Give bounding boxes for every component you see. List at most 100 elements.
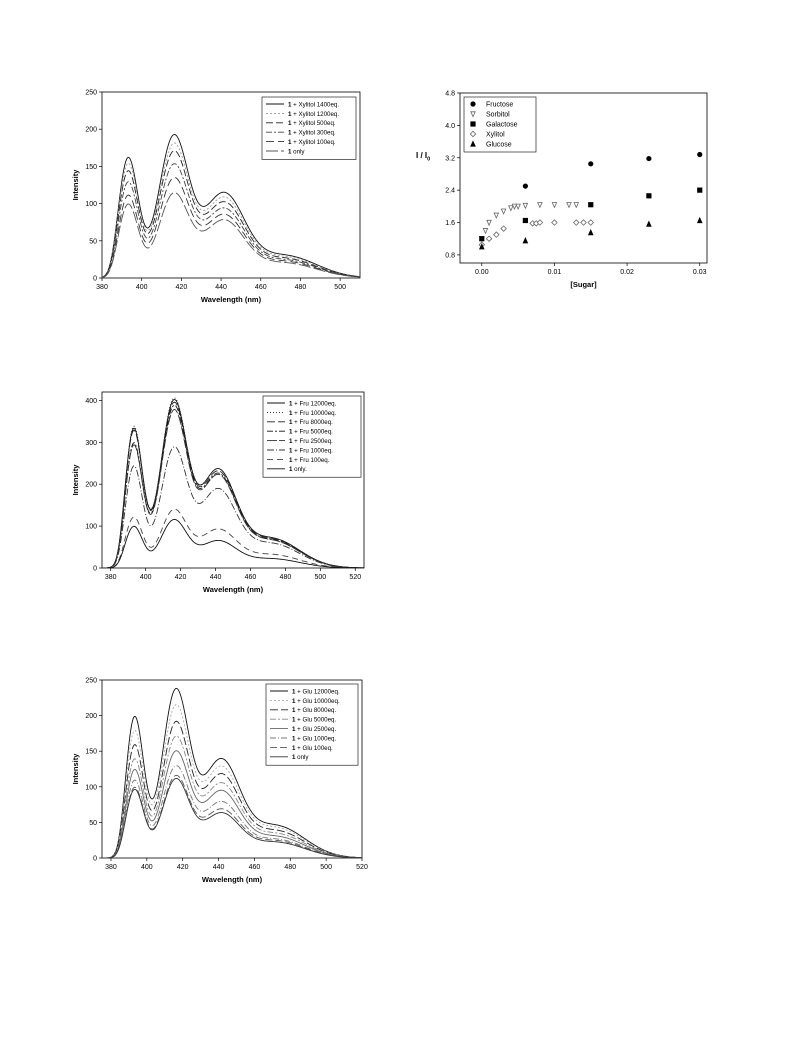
y-axis-label: Intensity	[71, 169, 80, 201]
y-axis-label: I / I0	[416, 151, 430, 163]
x-tick-label: 380	[105, 574, 117, 581]
y-tick-label: 0	[93, 856, 97, 863]
y-tick-label: 50	[89, 238, 97, 245]
y-tick-label: 400	[85, 398, 97, 405]
x-tick-label: 420	[177, 864, 189, 871]
data-point	[478, 243, 485, 250]
y-tick-label: 4.0	[445, 123, 455, 130]
series-line	[102, 176, 360, 278]
legend-box	[265, 683, 359, 766]
legend: 1 + Glu 12000eq. 1 + Glu 10000eq. 1 + Glu …	[265, 683, 359, 766]
series-line	[102, 142, 360, 278]
data-point	[580, 219, 587, 226]
data-point	[646, 155, 652, 162]
data-point	[470, 140, 476, 147]
x-tick-label: 0.01	[548, 269, 562, 276]
y-tick-label: 200	[85, 127, 97, 134]
legend-entry: 1 + Xylitol 1400eq.	[288, 101, 339, 108]
x-axis-label: Wavelength (nm)	[202, 875, 263, 884]
data-point	[493, 212, 500, 219]
x-tick-label: 500	[314, 574, 326, 581]
x-tick-label: 460	[245, 574, 257, 581]
data-point	[470, 121, 476, 127]
y-tick-label: 250	[85, 90, 97, 97]
data-point	[522, 202, 529, 210]
legend-entry: 1 + Glu 1000eq.	[292, 735, 336, 742]
data-point	[588, 202, 594, 208]
legend-entry: 1 only	[292, 754, 309, 761]
legend-entry: 1 + Glu 5000eq.	[292, 717, 336, 724]
legend-entry: Xylitol	[486, 132, 505, 139]
legend: 1 + Fru 12000eq. 1 + Fru 10000eq. 1 + Fru …	[262, 395, 362, 478]
x-axis-label: Wavelength (nm)	[203, 585, 264, 594]
x-tick-label: 420	[175, 574, 187, 581]
data-point	[493, 231, 500, 238]
x-tick-label: 380	[96, 284, 108, 291]
legend-entry: 1 + Fru 8000eq.	[289, 419, 333, 426]
y-tick-label: 0	[93, 276, 97, 283]
data-point	[537, 202, 543, 209]
x-tick-label: 500	[334, 284, 346, 291]
chart-svg: 0.00 0.01 0.02 0.03 0.8 1.6 2.4 3.2 4.0 4.8 [Sugar…	[416, 91, 708, 289]
sugar-ratio-scatter-chart: 0.00 0.01 0.02 0.03 0.8 1.6 2.4 3.2 4.0 4.8 [Sugar…	[415, 85, 715, 313]
x-tick-label: 480	[284, 864, 296, 871]
x-tick-label: 380	[105, 864, 117, 871]
legend-entry: 1 + Fru 5000eq.	[289, 429, 333, 436]
y-tick-label: 0	[93, 566, 97, 573]
legend-entry: 1 only	[288, 148, 305, 155]
y-tick-label: 4.8	[445, 91, 455, 98]
data-point	[573, 202, 580, 209]
x-tick-label: 400	[140, 574, 152, 581]
legend-entry: 1 + Xylitol 500eq.	[288, 120, 336, 127]
xylitol-spectra-chart: 380 400 420 440 460 480 500 0 50 100 150 200 250 Wave…	[70, 85, 370, 317]
x-tick-label: 400	[141, 864, 153, 871]
y-tick-label: 0.8	[445, 252, 455, 259]
series-points	[478, 219, 595, 249]
series-line	[102, 703, 362, 858]
legend-entry: 1 + Glu 10000eq.	[292, 698, 340, 705]
legend-entry: 1 + Fru 10000eq.	[289, 410, 337, 417]
data-point	[522, 183, 528, 189]
legend: Fructose Sorbitol Galactose Xylitol Glucose	[463, 96, 537, 153]
legend-entry: Sorbitol	[486, 112, 510, 119]
legend-entry: Glucose	[486, 142, 512, 149]
data-point	[588, 161, 594, 167]
data-point	[551, 219, 558, 226]
x-tick-label: 440	[215, 284, 227, 291]
plot-frame	[101, 91, 361, 279]
fructose-spectra-chart: 380 400 420 440 460 480 500 520 0 100 200 300 400 Wav…	[70, 384, 370, 608]
data-point	[479, 236, 485, 242]
legend-entry: 1 + Fru 1000eq.	[289, 447, 333, 454]
data-point	[511, 203, 518, 211]
data-point	[515, 203, 521, 211]
legend-entry: 1 + Xylitol 300eq.	[288, 130, 336, 137]
x-tick-label: 440	[210, 574, 222, 581]
y-tick-label: 200	[85, 713, 97, 720]
data-point	[551, 202, 558, 209]
data-point	[566, 202, 572, 209]
x-tick-label: 420	[176, 284, 188, 291]
plot-frame	[459, 92, 708, 264]
series-line	[102, 192, 360, 278]
series-line	[102, 750, 362, 858]
data-point	[508, 205, 514, 212]
series-line	[102, 409, 364, 568]
series-points	[479, 187, 703, 242]
y-tick-label: 250	[85, 678, 97, 685]
data-point	[587, 228, 594, 236]
y-tick-label: 150	[85, 749, 97, 756]
data-point	[522, 237, 529, 244]
chart-svg: 380 400 420 440 460 480 500 520 0 100 200 300 400 Wav…	[71, 391, 365, 594]
y-tick-label: 100	[85, 201, 97, 208]
data-point	[587, 219, 595, 226]
legend-entry: 1 only.	[289, 466, 307, 473]
x-tick-label: 500	[320, 864, 332, 871]
plot-frame	[101, 391, 365, 569]
chart-svg: 380 400 420 440 460 480 500 0 50 100 150 200 250 Wave…	[71, 90, 361, 304]
y-tick-label: 100	[85, 524, 97, 531]
series-line	[102, 163, 360, 278]
legend-entry: 1 + Fru 2500eq.	[289, 438, 333, 445]
data-point	[500, 225, 507, 232]
data-point	[470, 101, 476, 107]
x-tick-label: 520	[356, 864, 368, 871]
